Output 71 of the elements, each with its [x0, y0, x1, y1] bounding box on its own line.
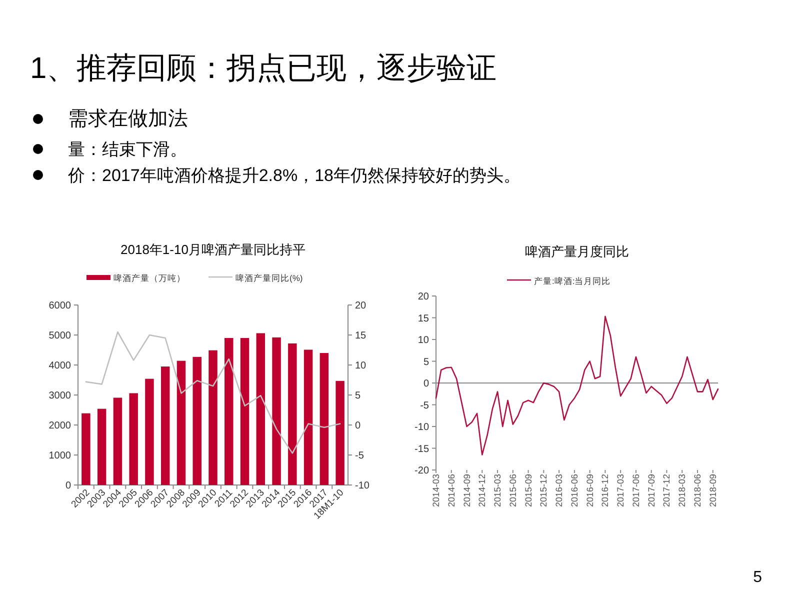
y-tick-label: 6000 — [48, 300, 72, 312]
line-series — [435, 316, 719, 456]
y2-tick-label: 20 — [355, 300, 367, 312]
bar — [288, 343, 297, 485]
y-tick-label: 0 — [423, 378, 430, 390]
y-tick-label: -10 — [414, 422, 430, 433]
x-tick-label: 2017-03 — [616, 474, 626, 508]
x-tick-label: 2016-03 — [554, 474, 564, 508]
text: 量：结束下滑。 — [68, 140, 187, 159]
x-tick-label: 2017-09 — [646, 474, 656, 508]
line-series — [85, 331, 341, 454]
x-tick-label: 2014-06 — [446, 474, 456, 508]
x-tick-label: 2018-03 — [677, 474, 688, 508]
x-tick-label: 2015-09 — [523, 474, 534, 508]
bar — [176, 360, 186, 485]
chart-title: 2018年1-10月啤酒产量同比持平 — [120, 242, 306, 257]
bar — [129, 393, 138, 485]
bar — [240, 338, 250, 485]
y2-tick-label: 10 — [355, 360, 367, 372]
x-tick-label: 2017-06 — [630, 474, 641, 508]
y2-tick-label: -5 — [355, 450, 364, 462]
x-tick-label: 2017-12 — [662, 474, 672, 508]
y-tick-label: -15 — [414, 444, 430, 455]
y2-tick-label: 15 — [355, 330, 367, 342]
x-tick-label: 2016-09 — [584, 474, 595, 508]
legend-label: 啤酒产量同比(%) — [236, 273, 303, 283]
x-tick-label: 2015-06 — [508, 474, 518, 508]
x-tick-label: 2015-12 — [538, 474, 549, 508]
x-tick-label: 2014-03 — [431, 474, 441, 508]
bar — [113, 398, 122, 485]
bar — [82, 413, 90, 485]
x-tick-label: 2016-12 — [600, 474, 610, 508]
y-tick-label: 10 — [418, 335, 430, 346]
text: 需求在做加法 — [68, 108, 188, 130]
text: 5 — [753, 569, 762, 586]
bar — [272, 337, 281, 485]
x-tick-label: 2018-09 — [708, 474, 718, 508]
y2-tick-label: 5 — [355, 390, 361, 402]
y-tick-label: -20 — [414, 466, 430, 476]
y-tick-label: 5 — [423, 356, 430, 368]
x-tick-label: 2014-09 — [462, 474, 472, 508]
bar — [336, 380, 344, 485]
y2-tick-label: 0 — [355, 420, 361, 432]
bar — [192, 356, 202, 485]
x-tick-label: 2015-03 — [492, 474, 503, 508]
bar — [320, 353, 329, 485]
y-tick-label: 2000 — [48, 420, 72, 432]
y-tick-label: 5000 — [48, 330, 72, 342]
bar — [224, 338, 234, 485]
y-tick-label: 3000 — [48, 390, 72, 402]
bar — [97, 408, 106, 485]
bar — [304, 350, 313, 485]
bar — [208, 350, 218, 485]
bar — [160, 366, 170, 485]
legend-label: 啤酒产量（万吨） — [114, 273, 186, 283]
x-tick-label: 2014-12 — [477, 474, 488, 508]
x-tick-label: 2016-06 — [569, 474, 580, 508]
text: 价：2017年吨酒价格提升2.8%，18年仍然保持较好的势头。 — [67, 166, 520, 185]
bar — [145, 378, 154, 485]
chart-title: 啤酒产量月度同比 — [525, 244, 629, 259]
text: 1、推荐回顾：拐点已现，逐步验证 — [30, 52, 497, 85]
y-tick-label: 1000 — [48, 450, 72, 462]
bar — [256, 333, 266, 485]
y2-tick-label: -10 — [355, 480, 370, 492]
y-tick-label: 0 — [65, 480, 72, 492]
y-tick-label: 4000 — [48, 360, 72, 372]
y-tick-label: 15 — [418, 313, 430, 324]
y-tick-label: 20 — [418, 292, 430, 302]
legend-label: 产量:啤酒:当月同比 — [534, 276, 611, 286]
y-tick-label: -5 — [420, 400, 430, 412]
x-tick-label: 2018-06 — [692, 474, 702, 508]
